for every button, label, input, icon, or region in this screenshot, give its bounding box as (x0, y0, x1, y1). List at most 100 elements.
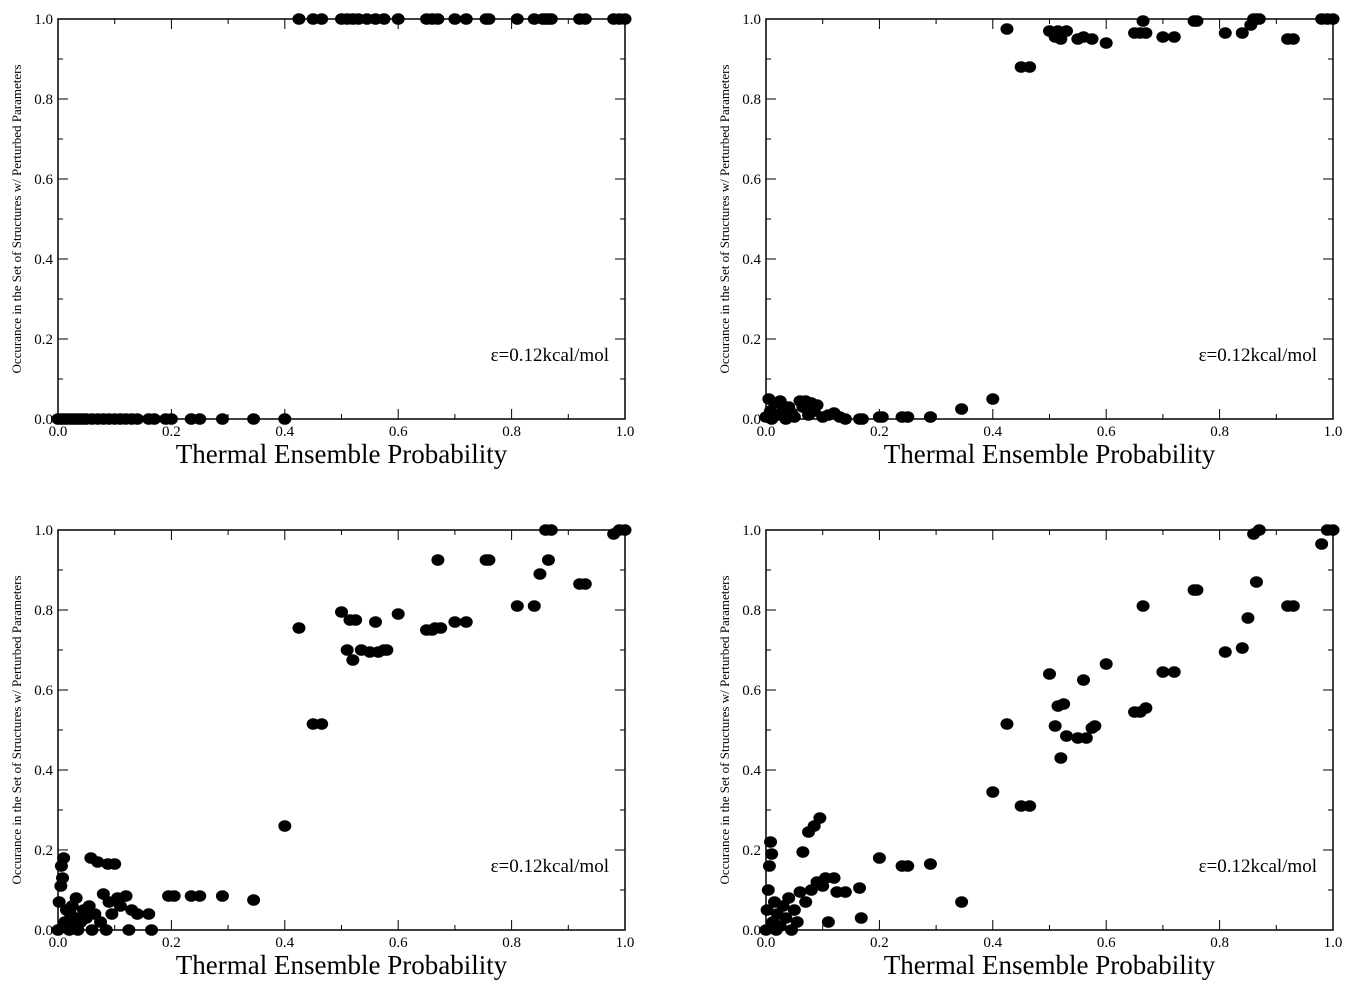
x-axis-title: Thermal Ensemble Probability (884, 439, 1216, 469)
x-tick-label: 1.0 (616, 935, 635, 951)
data-point (787, 411, 801, 423)
data-point (56, 872, 70, 884)
epsilon-annotation: ε=0.12kcal/mol (1199, 345, 1317, 366)
data-point (765, 848, 779, 860)
data-point (431, 554, 445, 566)
x-tick-label: 1.0 (616, 424, 635, 440)
figure-grid: 0.0 0.2 0.4 0.6 0.8 1.0 0.0 0.2 0.4 0.6 0.8 1.0 Ther… (9, 0, 1350, 980)
y-tick-label: 0.2 (742, 332, 761, 348)
data-point (813, 812, 827, 824)
data-point (145, 924, 159, 936)
y-tick-label: 0.2 (34, 843, 53, 859)
data-point (544, 524, 558, 536)
y-tick-label: 1.0 (742, 523, 761, 539)
data-point (1023, 61, 1037, 73)
data-point (838, 886, 852, 898)
data-point (391, 608, 405, 620)
data-points (759, 13, 1340, 425)
data-point (1099, 37, 1113, 49)
data-point (1286, 600, 1300, 612)
data-point (108, 858, 122, 870)
scatter-chart-svg: 0.0 0.2 0.4 0.6 0.8 1.0 0.0 0.2 0.4 0.6 0.8 1.0 Ther… (717, 12, 1342, 469)
chart-panel-top-right: 0.0 0.2 0.4 0.6 0.8 1.0 0.0 0.2 0.4 0.6 0.8 1.0 Ther… (708, 0, 1350, 489)
data-point (923, 411, 937, 423)
data-point (1054, 752, 1068, 764)
y-tick-label: 0.6 (34, 172, 53, 188)
epsilon-annotation: ε=0.12kcal/mol (491, 856, 609, 877)
data-point (1252, 13, 1266, 25)
data-point (779, 912, 793, 924)
y-tick-label: 0.0 (34, 923, 53, 939)
data-point (346, 654, 360, 666)
y-axis-title: Occurance in the Set of Structures w/ Pe… (9, 64, 24, 373)
data-point (1088, 720, 1102, 732)
x-tick-label: 0.2 (870, 935, 889, 951)
data-point (292, 622, 306, 634)
data-point (57, 852, 71, 864)
x-tick-label: 0.6 (389, 424, 408, 440)
data-point (1241, 612, 1255, 624)
data-point (335, 606, 348, 618)
data-point (759, 924, 773, 936)
data-point (164, 413, 178, 425)
data-points (51, 13, 632, 425)
data-point (810, 399, 824, 411)
data-point (1023, 800, 1037, 812)
data-point (1156, 666, 1170, 678)
data-point (1000, 23, 1014, 35)
data-point (510, 600, 524, 612)
data-point (142, 908, 156, 920)
x-tick-label: 0.4 (983, 935, 1002, 951)
x-tick-label: 0.0 (49, 424, 68, 440)
x-tick-label: 0.2 (870, 424, 889, 440)
y-tick-label: 0.8 (742, 92, 761, 108)
data-point (901, 860, 915, 872)
data-point (1077, 674, 1091, 686)
data-point (1139, 27, 1153, 39)
data-point (459, 616, 473, 628)
data-point (986, 393, 1000, 405)
y-tick-label: 1.0 (34, 523, 53, 539)
data-point (1235, 642, 1249, 654)
data-point (796, 846, 810, 858)
data-point (482, 554, 496, 566)
data-point (527, 600, 541, 612)
data-point (278, 820, 292, 832)
data-point (215, 413, 229, 425)
data-point (193, 413, 207, 425)
data-point (541, 554, 555, 566)
chart-panel-bottom-right: 0.0 0.2 0.4 0.6 0.8 1.0 0.0 0.2 0.4 0.6 0.8 1.0 Ther… (708, 511, 1350, 1000)
data-point (1218, 27, 1232, 39)
data-point (167, 890, 181, 902)
data-point (1060, 25, 1074, 37)
data-point (105, 908, 119, 920)
x-tick-label: 0.0 (757, 935, 776, 951)
data-point (69, 892, 83, 904)
x-tick-label: 0.2 (162, 935, 181, 951)
data-point (510, 13, 524, 25)
data-point (793, 886, 807, 898)
data-point (130, 413, 144, 425)
data-point (431, 13, 445, 25)
data-point (854, 912, 868, 924)
data-point (1167, 31, 1181, 43)
x-tick-label: 0.0 (757, 424, 776, 440)
data-point (434, 622, 448, 634)
data-point (821, 916, 835, 928)
data-point (1136, 15, 1150, 27)
data-point (1000, 718, 1014, 730)
scatter-chart-svg: 0.0 0.2 0.4 0.6 0.8 1.0 0.0 0.2 0.4 0.6 0.8 1.0 Ther… (9, 12, 635, 469)
data-point (315, 13, 329, 25)
data-point (369, 616, 383, 628)
data-point (315, 718, 329, 730)
data-point (955, 403, 969, 415)
data-point (1048, 720, 1062, 732)
chart-panel-bottom-left: 0.0 0.2 0.4 0.6 0.8 1.0 0.0 0.2 0.4 0.6 0.8 1.0 Ther… (0, 511, 675, 1000)
y-tick-label: 0.4 (742, 763, 761, 779)
y-axis-title: Occurance in the Set of Structures w/ Pe… (717, 575, 732, 884)
data-point (215, 890, 229, 902)
epsilon-annotation: ε=0.12kcal/mol (491, 345, 609, 366)
data-point (377, 13, 391, 25)
x-tick-label: 1.0 (1324, 935, 1343, 951)
data-point (578, 578, 592, 590)
